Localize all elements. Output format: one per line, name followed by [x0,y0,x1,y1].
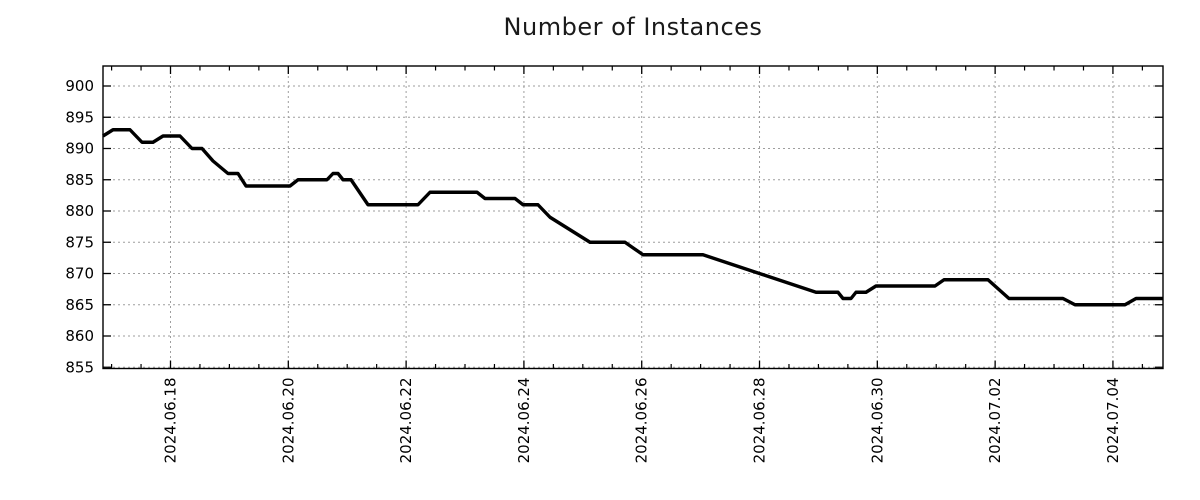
x-tick-label: 2024.07.02 [986,378,1004,464]
y-tick-label: 865 [65,296,94,314]
data-line-instances [102,128,1163,307]
y-tick-label: 890 [65,140,94,158]
y-tick-label: 885 [65,171,94,189]
y-tick-labels: 855 860 865 870 875 880 885 890 895 900 [65,77,94,376]
x-tick-label: 2024.06.24 [515,378,533,464]
data-series [102,128,1163,307]
chart-title: Number of Instances [503,13,763,41]
y-tick-label: 875 [65,233,94,251]
y-tick-label: 895 [65,108,94,126]
x-tick-label: 2024.06.26 [633,378,651,464]
plot-border [102,65,1164,370]
plot-border-rect [102,65,1164,370]
x-tick-label: 2024.07.04 [1104,378,1122,464]
x-tick-label: 2024.06.30 [868,378,886,464]
x-tick-label: 2024.06.28 [751,378,769,464]
y-tick-label: 860 [65,327,94,345]
x-tick-label: 2024.06.22 [397,378,415,464]
y-tick-label: 870 [65,265,94,283]
y-tick-label: 880 [65,202,94,220]
x-tick-label: 2024.06.18 [162,378,180,464]
grid-lines [103,66,1163,369]
x-tick-label: 2024.06.20 [279,378,297,464]
y-tick-label: 900 [65,77,94,95]
y-tick-label: 855 [65,358,94,376]
x-tick-labels: 2024.06.18 2024.06.20 2024.06.22 2024.06.24… [162,378,1122,464]
axis-ticks [103,66,1163,369]
